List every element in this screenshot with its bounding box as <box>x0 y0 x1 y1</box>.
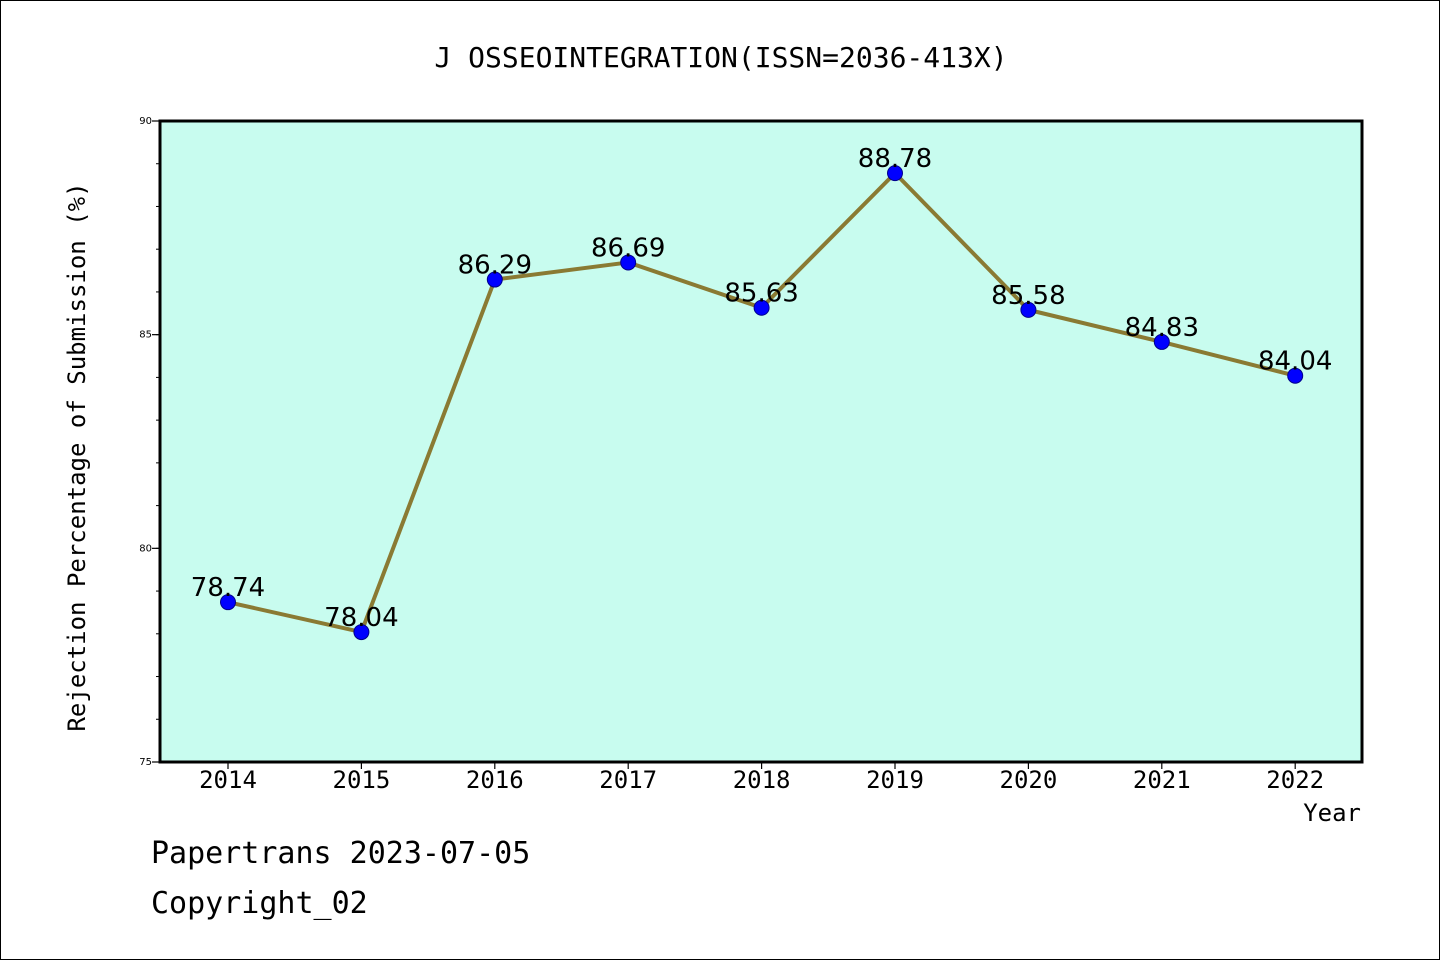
data-point <box>220 594 236 611</box>
x-tick-label: 2015 <box>333 766 391 794</box>
data-label: 78.04 <box>324 603 398 633</box>
data-point <box>753 299 770 316</box>
footer-copyright: Copyright_02 <box>151 886 368 921</box>
data-label: 84.04 <box>1258 347 1332 377</box>
data-label: 86.29 <box>458 251 532 281</box>
x-tick-label: 2019 <box>866 766 924 794</box>
data-point <box>887 165 903 182</box>
x-tick-label: 2017 <box>599 766 657 794</box>
data-label: 85.58 <box>991 281 1065 311</box>
data-label: 84.83 <box>1125 313 1199 343</box>
data-point <box>486 271 503 288</box>
x-tick-label: 2022 <box>1266 766 1324 794</box>
x-tick-label: 2020 <box>1000 766 1058 794</box>
y-tick-label: 90 <box>139 116 152 127</box>
data-points <box>220 165 1304 641</box>
data-label: 86.69 <box>591 233 665 263</box>
y-tick-labels: 75 80 85 90 <box>139 116 152 768</box>
data-point <box>1020 301 1037 318</box>
y-axis-label: Rejection Percentage of Submission (%) <box>63 182 91 731</box>
data-point <box>1153 333 1170 350</box>
x-axis-label: Year <box>1303 799 1361 827</box>
footer-date: Papertrans 2023-07-05 <box>151 836 531 871</box>
data-label: 78.74 <box>191 573 265 603</box>
data-labels: 78.74 78.04 86.29 86.69 85.63 88.78 85.58 84.83… <box>191 144 1333 633</box>
data-label: 88.78 <box>858 144 932 174</box>
plot-area <box>160 121 1362 762</box>
x-tick-label: 2016 <box>466 766 524 794</box>
data-point <box>353 624 370 641</box>
y-tick-label: 75 <box>139 757 152 768</box>
data-label: 85.63 <box>724 279 798 309</box>
x-tick-label: 2018 <box>733 766 791 794</box>
data-point <box>1287 367 1304 384</box>
chart-title: J OSSEOINTEGRATION(ISSN=2036-413X) <box>434 41 1007 74</box>
y-tick-label: 85 <box>139 330 152 341</box>
x-tick-label: 2014 <box>199 766 257 794</box>
x-tick-label: 2021 <box>1133 766 1191 794</box>
x-tick-labels: 2014 2015 2016 2017 2018 2019 2020 2021 2022 <box>199 766 1324 794</box>
plot-frame <box>158 119 1364 764</box>
y-tick-label: 80 <box>139 543 152 554</box>
data-point <box>620 254 637 271</box>
